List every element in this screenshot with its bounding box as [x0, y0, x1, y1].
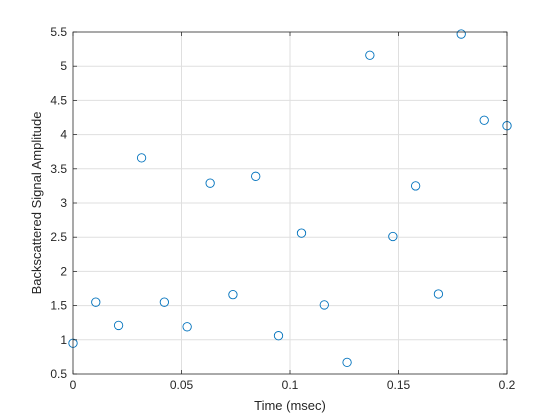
x-tick-label: 0.15: [387, 378, 411, 392]
data-point: [228, 290, 238, 300]
x-tick-label: 0: [70, 378, 77, 392]
y-tick-label: 4.5: [50, 93, 67, 107]
x-tick-label: 0.2: [499, 378, 516, 392]
y-axis-label: Backscattered Signal Amplitude: [29, 112, 44, 295]
data-point: [159, 297, 170, 307]
y-tick-label: 4: [60, 128, 67, 142]
x-axis-label: Time (msec): [254, 398, 326, 413]
data-point: [479, 115, 489, 125]
grid: [72, 31, 508, 375]
data-point: [319, 300, 329, 310]
y-tick-labels: 0.5 1 1.5 2 2.5 3 3.5 4 4.5 5 5.5: [50, 25, 67, 381]
data-point: [433, 289, 444, 299]
data-point: [342, 357, 352, 368]
x-tick-label: 0.05: [170, 378, 194, 392]
y-tick-label: 3: [60, 196, 67, 210]
data-point: [251, 171, 261, 181]
y-tick-label: 2.5: [50, 230, 67, 244]
y-tick-label: 5.5: [50, 25, 67, 39]
data-point: [456, 29, 466, 39]
data-point: [113, 320, 124, 331]
y-tick-label: 0.5: [50, 367, 67, 381]
data-point: [205, 178, 215, 188]
data-point: [273, 331, 284, 341]
y-tick-label: 3.5: [50, 162, 67, 176]
x-tick-label: 0.1: [282, 378, 299, 392]
x-tick-labels: 0 0.05 0.1 0.15 0.2: [70, 378, 516, 392]
data-point: [91, 297, 101, 307]
data-point: [410, 181, 421, 191]
data-point: [296, 228, 307, 238]
y-tick-label: 1: [60, 333, 67, 347]
data-points: [68, 29, 512, 368]
y-tick-label: 2: [60, 264, 67, 278]
y-tick-label: 1.5: [50, 299, 67, 313]
data-point: [182, 322, 192, 332]
data-point: [388, 231, 398, 242]
y-tick-label: 5: [60, 59, 67, 73]
tick-marks: [72, 31, 508, 375]
data-point: [365, 50, 375, 60]
data-point: [136, 153, 147, 163]
